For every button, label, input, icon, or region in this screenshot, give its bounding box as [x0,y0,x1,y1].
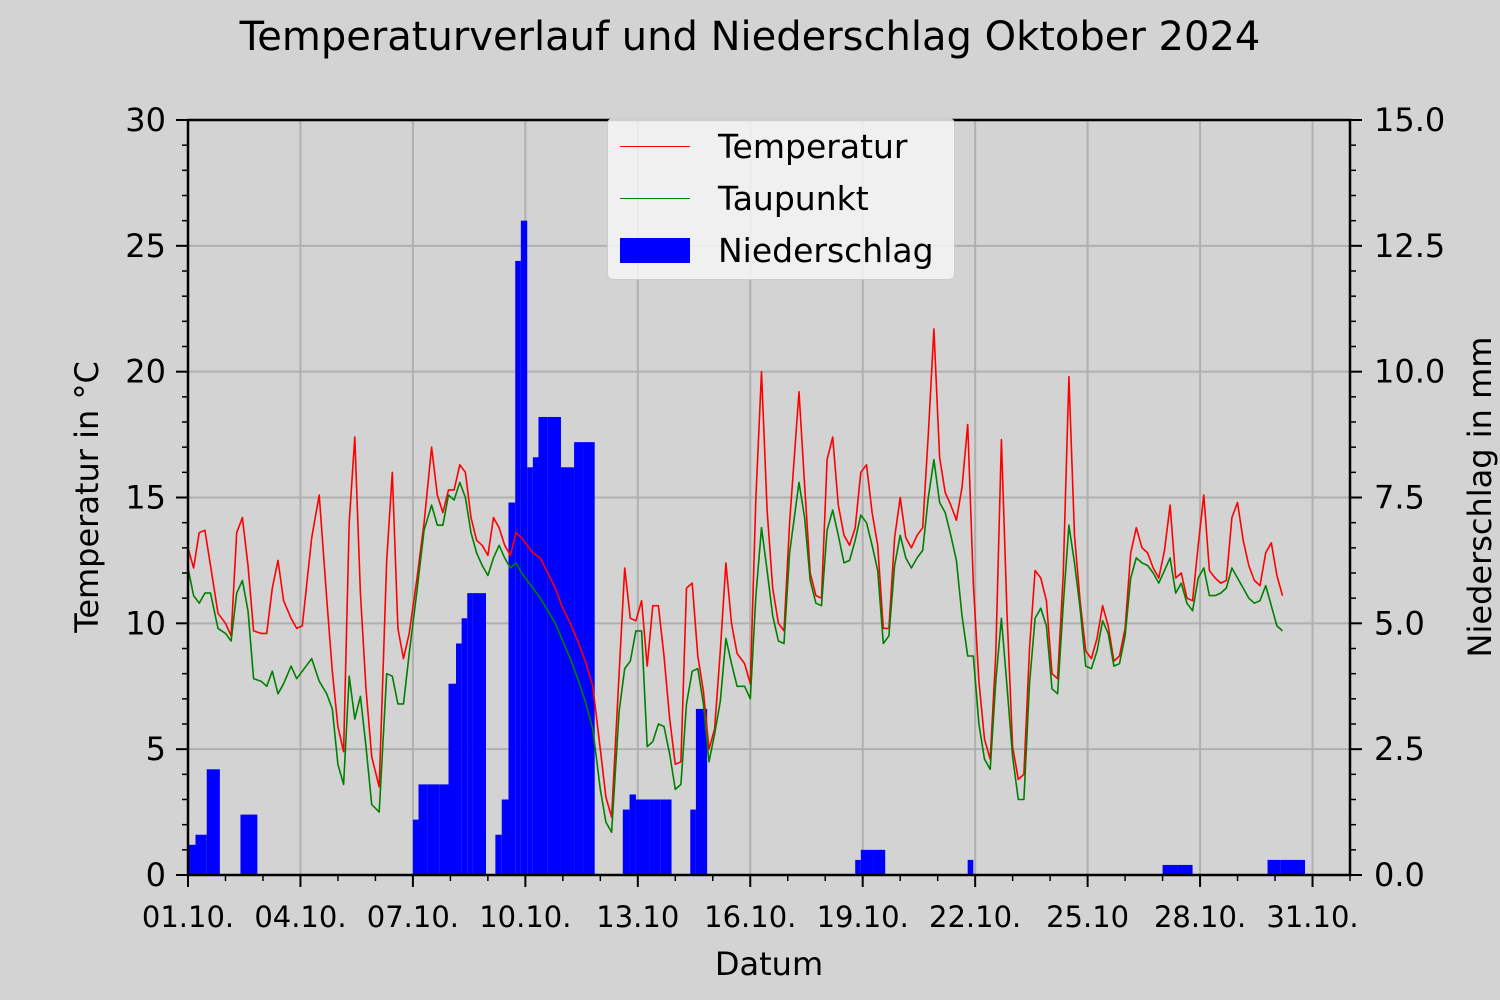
y-right-tick-label: 2.5 [1374,730,1425,768]
y-left-tick-label: 0 [146,856,166,894]
x-tick-label: 19.10. [817,900,909,934]
y-left-tick-label: 15 [125,479,166,517]
precipitation-bar [635,799,650,875]
precipitation-bar [583,442,595,875]
chart-title: Temperaturverlauf und Niederschlag Oktob… [239,14,1261,60]
precipitation-bar [527,467,533,875]
precipitation-bars [188,220,1306,875]
y-left-tick-label: 20 [125,353,166,391]
line-series [187,328,1284,834]
precipitation-bar [448,683,457,875]
x-tick-label: 04.10. [254,900,346,934]
legend-item-dewpoint: Taupunkt [608,173,954,223]
precipitation-bar [418,784,428,875]
y-left-tick-label: 30 [125,101,166,139]
y-left-tick-label: 10 [125,604,166,642]
precipitation-bar [695,708,708,875]
temperature-line [187,328,1284,818]
precipitation-bar [532,457,539,875]
legend: Temperatur Taupunkt Niederschlag [607,118,955,280]
y-right-tick-label: 0.0 [1374,856,1425,894]
x-tick-label: 28.10. [1154,900,1246,934]
x-tick-label: 07.10. [367,900,459,934]
x-axis-label: Datum [715,945,823,983]
precipitation-bar [188,844,196,875]
x-tick-label: 16.10. [704,900,796,934]
axes: 01.10. 04.10. 07.10. 10.10. 13.10 16.10. 19.10… [125,101,1445,934]
precipitation-bar [1267,859,1281,875]
y-right-tick-label: 12.5 [1374,227,1445,265]
legend-item-temperature: Temperatur [608,121,954,171]
x-tick-label: 25.10 [1046,900,1129,934]
y-right-tick-label: 15.0 [1374,101,1445,139]
precipitation-bar [574,442,584,875]
x-tick-label: 31.10. [1266,900,1358,934]
x-tick-label: 10.10. [479,900,571,934]
precipitation-bar [855,859,861,875]
legend-label-dewpoint: Taupunkt [718,178,869,218]
y-left-tick-label: 5 [146,730,166,768]
precipitation-bar [501,799,509,875]
x-tick-label: 22.10. [929,900,1021,934]
precipitation-bar [240,814,248,875]
precipitation-bar [547,416,561,875]
precipitation-bar [247,814,258,875]
precipitation-bar [873,849,886,875]
y-left-tick-label: 25 [125,227,166,265]
y-axis-left-label: Temperatur in °C [68,361,106,634]
precipitation-bar [1162,864,1178,875]
precipitation-bar [495,834,502,875]
precipitation-bar [412,819,419,875]
legend-swatch-precipitation [620,237,690,263]
precipitation-bar [629,794,636,875]
precipitation-bar [660,799,672,875]
grid-lines [187,119,1350,876]
precipitation-bar [206,769,220,875]
y-right-tick-label: 7.5 [1374,479,1425,517]
legend-label-precipitation: Niederschlag [718,230,934,270]
precipitation-bar [1177,864,1193,875]
precipitation-bar [538,416,548,875]
precipitation-bar [520,220,528,875]
y-axis-right-label: Niederschlag in mm [1461,337,1499,658]
precipitation-bar [195,834,207,875]
precipitation-bar [508,502,516,875]
legend-label-temperature: Temperatur [718,126,908,166]
precipitation-bar [461,618,468,875]
precipitation-bar [622,809,630,875]
precipitation-bar [427,784,440,875]
precipitation-bar [967,859,974,875]
precipitation-bar [560,467,575,875]
legend-item-precipitation: Niederschlag [608,225,954,275]
x-tick-label: 01.10. [142,900,234,934]
dewpoint-line [187,458,1284,834]
precipitation-bar [649,799,661,875]
y-right-tick-label: 5.0 [1374,604,1425,642]
legend-swatch-dewpoint [620,197,690,199]
precipitation-bar [439,784,449,875]
precipitation-bar [456,643,462,875]
precipitation-bar [472,593,486,875]
precipitation-bar [690,809,696,875]
precipitation-bar [860,849,874,875]
x-tick-label: 13.10 [596,900,679,934]
precipitation-bar [467,593,473,875]
legend-swatch-temperature [620,145,690,147]
y-right-tick-label: 10.0 [1374,353,1445,391]
precipitation-bar [1280,859,1306,875]
